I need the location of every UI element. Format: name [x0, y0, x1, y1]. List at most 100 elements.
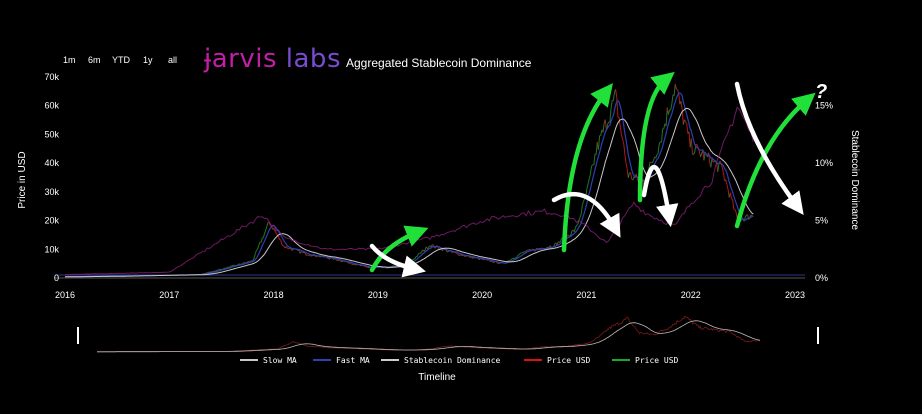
y-left-tick-label: 30k: [44, 187, 59, 197]
price-usd-segment: [727, 189, 730, 198]
legend-label: Price USD: [547, 356, 591, 365]
price-usd-segment: [740, 219, 743, 222]
price-usd-segment: [648, 162, 651, 169]
price-usd-segment: [256, 248, 259, 251]
price-usd-segment: [525, 249, 528, 252]
price-usd-segment: [254, 250, 258, 254]
price-usd-segment: [607, 121, 610, 125]
price-usd-segment: [678, 93, 681, 105]
navigator-price-line: [97, 315, 760, 353]
price-usd-segment: [206, 271, 209, 274]
price-usd-segment: [437, 246, 440, 250]
price-usd-segment: [655, 154, 658, 159]
price-usd-segment: [507, 259, 510, 262]
price-usd-segment: [491, 260, 494, 263]
price-usd-segment: [522, 251, 525, 254]
price-usd-segment: [509, 259, 512, 261]
price-usd-segment: [732, 199, 735, 210]
price-usd-segment: [734, 209, 737, 213]
range-button-ytd[interactable]: YTD: [112, 55, 130, 65]
price-usd-segment: [670, 103, 673, 110]
price-usd-segment: [420, 251, 423, 254]
fast-ma-line: [65, 92, 754, 278]
price-usd-segment: [729, 192, 732, 199]
price-usd-segment: [518, 252, 521, 256]
price-usd-segment: [651, 160, 654, 164]
green-annotation-arrow: [637, 71, 675, 203]
y-right-tick-label: 10%: [815, 158, 833, 168]
price-usd-segment: [717, 163, 720, 172]
price-usd-segment: [575, 224, 578, 228]
price-usd-segment: [258, 241, 261, 246]
y-left-tick-label: 70k: [44, 72, 59, 82]
price-usd-segment: [750, 214, 753, 217]
price-usd-segment: [570, 230, 573, 235]
price-usd-segment: [528, 248, 530, 251]
price-usd-segment: [335, 258, 338, 261]
price-usd-segment: [337, 259, 340, 261]
price-usd-segment: [576, 224, 579, 226]
price-usd-segment: [516, 254, 519, 258]
price-usd-segment: [600, 129, 603, 136]
y-left-tick-label: 50k: [44, 129, 59, 139]
price-usd-segment: [580, 204, 583, 214]
price-usd-segment: [523, 251, 526, 253]
price-usd-segment: [657, 143, 660, 154]
price-usd-segment: [630, 172, 633, 180]
price-usd-segment: [597, 135, 601, 150]
price-usd-segment: [688, 131, 691, 148]
x-tick-label: 2019: [368, 290, 388, 300]
price-usd-segment: [213, 270, 216, 272]
y-left-tick-label: 60k: [44, 101, 59, 111]
price-usd-segment: [682, 119, 685, 125]
price-usd-segment: [557, 241, 560, 243]
price-usd-segment: [690, 138, 693, 155]
x-tick-label: 2016: [55, 290, 75, 300]
price-usd-segment: [222, 267, 225, 270]
range-button-1m[interactable]: 1m: [63, 55, 76, 65]
x-tick-label: 2018: [264, 290, 284, 300]
price-usd-segment: [609, 108, 612, 123]
brand-logo-part2: labs: [277, 44, 341, 74]
price-usd-segment: [251, 260, 254, 262]
price-usd-segment: [216, 269, 218, 272]
price-usd-segment: [224, 267, 226, 269]
chart-title: Aggregated Stablecoin Dominance: [346, 56, 532, 70]
price-usd-segment: [510, 258, 513, 260]
price-usd-segment: [725, 179, 728, 185]
range-button-all[interactable]: all: [168, 55, 178, 65]
price-usd-segment: [260, 237, 263, 243]
price-usd-segment: [712, 161, 715, 163]
price-usd-segment: [242, 262, 245, 265]
price-usd-segment: [338, 259, 341, 262]
legend-label: Price USD: [635, 356, 679, 365]
price-usd-segment: [262, 233, 266, 238]
price-usd-segment: [231, 265, 233, 267]
price-usd-segment: [663, 123, 666, 129]
price-usd-segment: [665, 107, 668, 127]
price-usd-segment: [427, 247, 430, 250]
price-usd-segment: [225, 267, 228, 269]
price-usd-segment: [721, 167, 724, 173]
price-usd-segment: [583, 198, 586, 202]
price-usd-segment: [661, 128, 664, 143]
range-button-6m[interactable]: 6m: [88, 55, 101, 65]
price-usd-segment: [587, 178, 590, 185]
price-usd-segment: [626, 168, 629, 178]
price-usd-segment: [264, 229, 267, 234]
price-usd-segment: [671, 94, 674, 104]
price-usd-segment: [622, 138, 625, 144]
price-usd-segment: [588, 173, 591, 179]
price-usd-segment: [363, 265, 365, 267]
price-usd-segment: [686, 123, 689, 134]
price-usd-segment: [685, 121, 688, 124]
price-usd-segment: [412, 258, 415, 261]
price-usd-segment: [726, 184, 729, 190]
y-left-tick-label: 40k: [44, 158, 59, 168]
price-usd-segment: [619, 126, 622, 135]
price-usd-segment: [353, 263, 356, 266]
range-button-1y[interactable]: 1y: [143, 55, 153, 65]
slow-ma-line: [65, 107, 754, 278]
price-usd-segment: [265, 226, 268, 231]
